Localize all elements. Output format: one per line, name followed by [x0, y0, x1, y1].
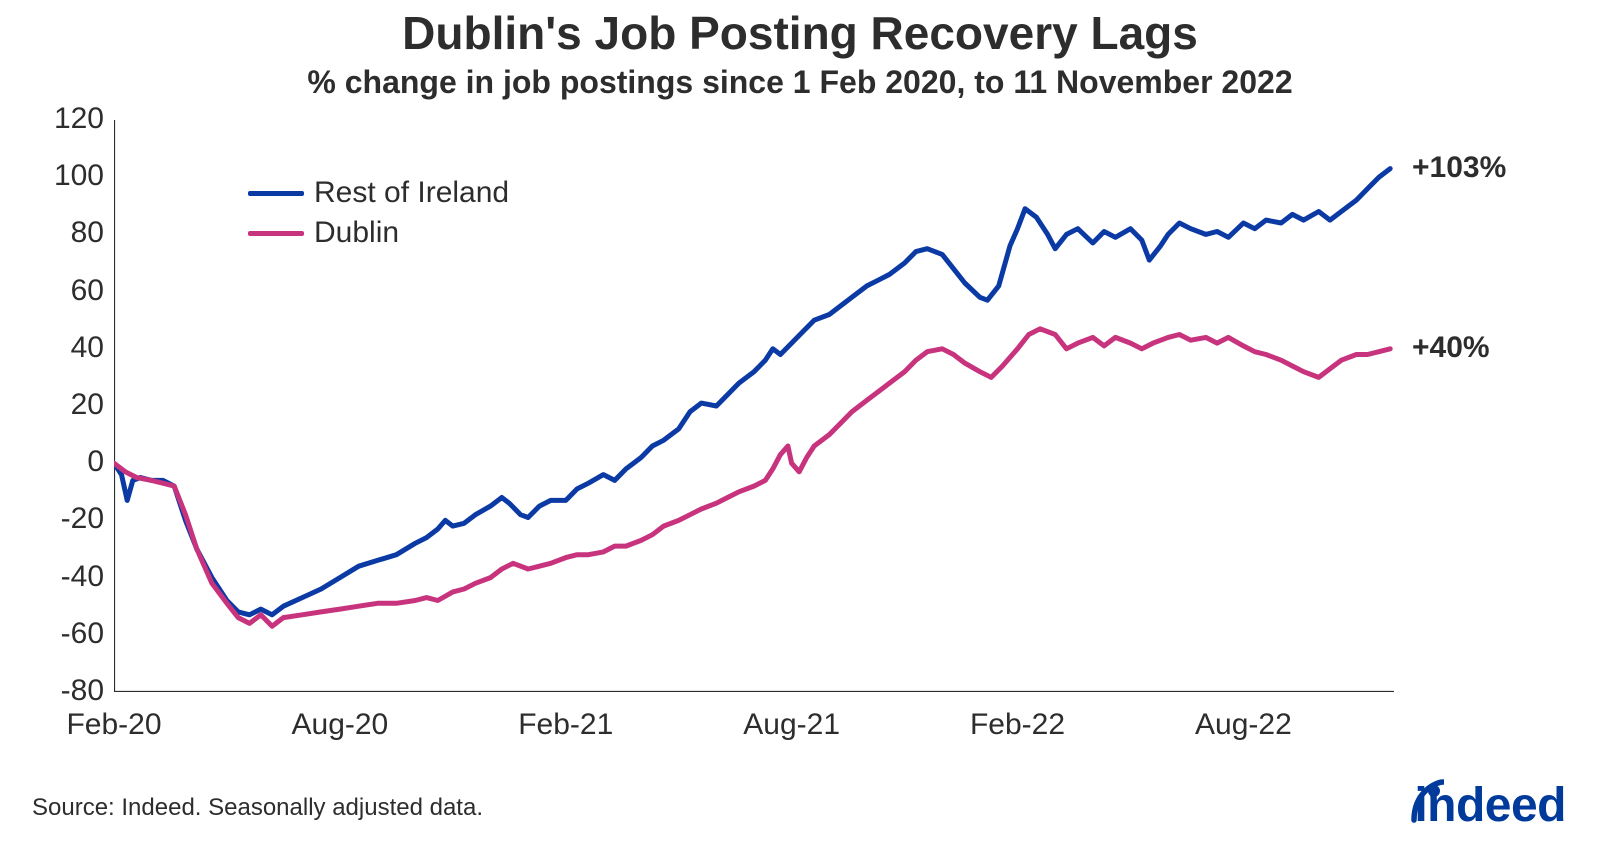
y-tick-label: 40	[14, 331, 104, 365]
y-tick-label: 80	[14, 216, 104, 250]
x-tick-label: Aug-22	[1173, 708, 1313, 742]
y-tick-label: 100	[14, 159, 104, 193]
legend-label: Rest of Ireland	[314, 176, 509, 210]
legend-swatch-icon	[248, 231, 304, 236]
indeed-logo: indeed	[1410, 776, 1566, 830]
legend-item: Dublin	[248, 216, 509, 250]
end-value-label: +40%	[1412, 331, 1490, 365]
y-tick-label: 120	[14, 102, 104, 136]
x-tick-label: Feb-20	[44, 708, 184, 742]
y-tick-label: 60	[14, 274, 104, 308]
y-tick-label: -40	[14, 560, 104, 594]
x-tick-label: Feb-22	[948, 708, 1088, 742]
legend-label: Dublin	[314, 216, 399, 250]
end-value-label: +103%	[1412, 151, 1506, 185]
y-tick-label: 0	[14, 445, 104, 479]
y-tick-label: -60	[14, 617, 104, 651]
x-tick-label: Aug-20	[270, 708, 410, 742]
x-tick-label: Aug-21	[722, 708, 862, 742]
legend-item: Rest of Ireland	[248, 176, 509, 210]
y-tick-label: -80	[14, 674, 104, 708]
source-note: Source: Indeed. Seasonally adjusted data…	[32, 794, 483, 822]
chart-container: Dublin's Job Posting Recovery Lags % cha…	[0, 0, 1600, 848]
x-tick-label: Feb-21	[496, 708, 636, 742]
chart-subtitle: % change in job postings since 1 Feb 202…	[0, 64, 1600, 101]
legend: Rest of Ireland Dublin	[248, 176, 509, 250]
chart-title: Dublin's Job Posting Recovery Lags	[0, 6, 1600, 60]
y-tick-label: -20	[14, 502, 104, 536]
indeed-logo-text: indeed	[1414, 782, 1566, 830]
y-tick-label: 20	[14, 388, 104, 422]
legend-swatch-icon	[248, 191, 304, 196]
